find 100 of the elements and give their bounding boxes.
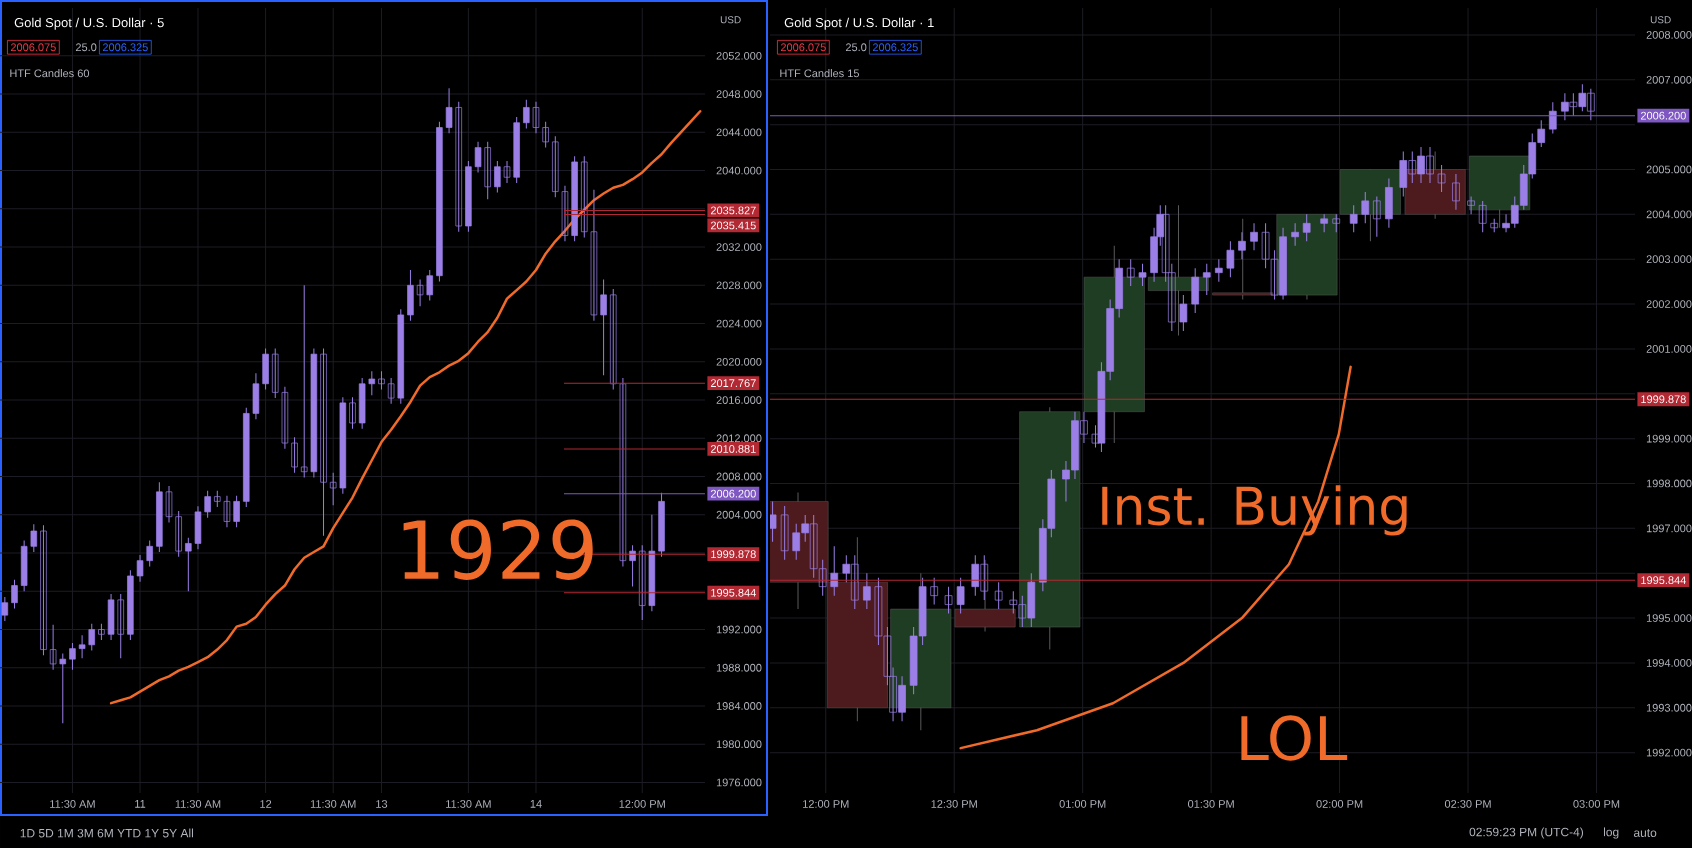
y-tick-label: 2032.000 (716, 243, 762, 251)
annotation: 25.0 (845, 43, 867, 52)
candlestick (484, 141, 491, 200)
candlestick (1, 596, 9, 622)
y-tick-label: 1992.000 (1646, 748, 1692, 757)
y-tick-label: 1992.000 (716, 625, 762, 634)
candlestick (956, 577, 965, 615)
candlestick (349, 396, 356, 430)
ref-line-label: 1995.844 (1641, 576, 1686, 585)
y-tick-label: 1980.000 (716, 740, 762, 749)
annotation: HTF Candles 15 (780, 69, 860, 78)
line-series (109, 110, 702, 705)
y-tick-label: 2016.000 (716, 396, 762, 404)
annotation: 2006.075 (10, 43, 56, 52)
x-tick-label: 11:30 AM (446, 800, 491, 808)
candlestick (561, 185, 569, 242)
candlestick (11, 579, 18, 609)
candlestick (300, 284, 308, 478)
annotation: 2006.325 (102, 43, 148, 52)
x-tick-label: 03:00 PM (1573, 800, 1620, 808)
y-tick-label: 2008.000 (716, 472, 762, 481)
candlestick (320, 347, 327, 537)
candlestick (600, 279, 607, 376)
y-tick-label: 1999.000 (1646, 434, 1692, 443)
ref-line-label: 1995.844 (711, 588, 756, 597)
candlestick (368, 370, 376, 396)
y-tick-label: 2012.000 (716, 434, 762, 443)
candlestick (49, 624, 57, 671)
ref-line-label: 2006.200 (1640, 111, 1686, 120)
candlestick (146, 540, 153, 567)
ref-line-label: 2006.200 (710, 489, 756, 498)
annotation: 1929 (403, 519, 593, 580)
x-tick-label: 12:00 PM (619, 800, 665, 808)
y-tick-label: 1995.000 (1646, 614, 1692, 622)
candlestick (30, 523, 38, 553)
candlestick (455, 101, 462, 233)
candlestick (1373, 195, 1381, 238)
candlestick (1138, 263, 1147, 287)
candlestick (552, 135, 559, 198)
candlestick (281, 386, 289, 450)
text: log (1603, 827, 1619, 839)
text: auto (1633, 829, 1657, 837)
y-tick-label: 1998.000 (1646, 479, 1692, 488)
candlestick (1361, 191, 1370, 224)
candlestick (291, 436, 298, 474)
annotation: LOL (1241, 715, 1348, 761)
candlestick (638, 544, 646, 621)
y-tick-label: 2040.000 (716, 166, 762, 175)
candlestick (59, 652, 67, 724)
candlestick (590, 189, 598, 322)
candlestick (1226, 240, 1235, 278)
x-tick-label: 01:00 PM (1059, 800, 1106, 808)
candlestick (1467, 195, 1475, 215)
y-tick-label: 2024.000 (716, 319, 762, 328)
candlestick (136, 554, 144, 583)
candlestick (619, 377, 627, 567)
candlestick (1478, 200, 1487, 233)
candlestick (523, 99, 530, 129)
candlestick (532, 101, 540, 134)
candlestick (40, 524, 47, 656)
text: 1D 5D 1M 3M 6M YTD 1Y 5Y All (20, 828, 193, 838)
ref-line-label: 2035.827 (710, 206, 756, 215)
candlestick (1437, 164, 1446, 193)
y-tick-label: 1988.000 (716, 663, 762, 672)
candlestick (185, 537, 192, 592)
candlestick (503, 160, 511, 184)
candlestick (542, 121, 549, 149)
y-tick-label: 2048.000 (716, 90, 762, 98)
candlestick (1179, 294, 1188, 332)
candlestick (830, 545, 839, 597)
candlestick (780, 505, 789, 561)
candlestick (944, 586, 953, 615)
candlestick (581, 155, 588, 238)
candlestick (1548, 101, 1557, 135)
y-tick-label: 2004.000 (1646, 210, 1692, 219)
annotation: HTF Candles 60 (10, 69, 90, 78)
candlestick (994, 581, 1003, 610)
candlestick (387, 377, 395, 405)
candlestick (223, 495, 231, 528)
candlestick (117, 593, 124, 659)
candlestick (1126, 258, 1135, 287)
y-tick-label: 2044.000 (716, 128, 762, 137)
candlestick (165, 485, 173, 523)
x-tick-label: 02:30 PM (1444, 800, 1491, 808)
candlestick (416, 279, 424, 307)
candlestick (88, 623, 95, 652)
text: Gold Spot / U.S. Dollar · 1 (784, 17, 934, 30)
x-tick-label: 13 (376, 800, 388, 808)
candlestick (329, 472, 337, 506)
candlestick (233, 495, 240, 528)
x-tick-label: 12:00 PM (803, 800, 849, 808)
candlestick (629, 544, 636, 587)
ref-line-label: 2017.767 (710, 379, 756, 388)
y-tick-label: 2001.000 (1646, 345, 1692, 353)
x-tick-label: 11 (135, 800, 146, 808)
ref-line-label: 1999.878 (711, 550, 756, 559)
y-tick-label: 2028.000 (716, 281, 762, 290)
candlestick (494, 160, 501, 194)
candlestick (1009, 590, 1018, 615)
candlestick (426, 269, 434, 302)
